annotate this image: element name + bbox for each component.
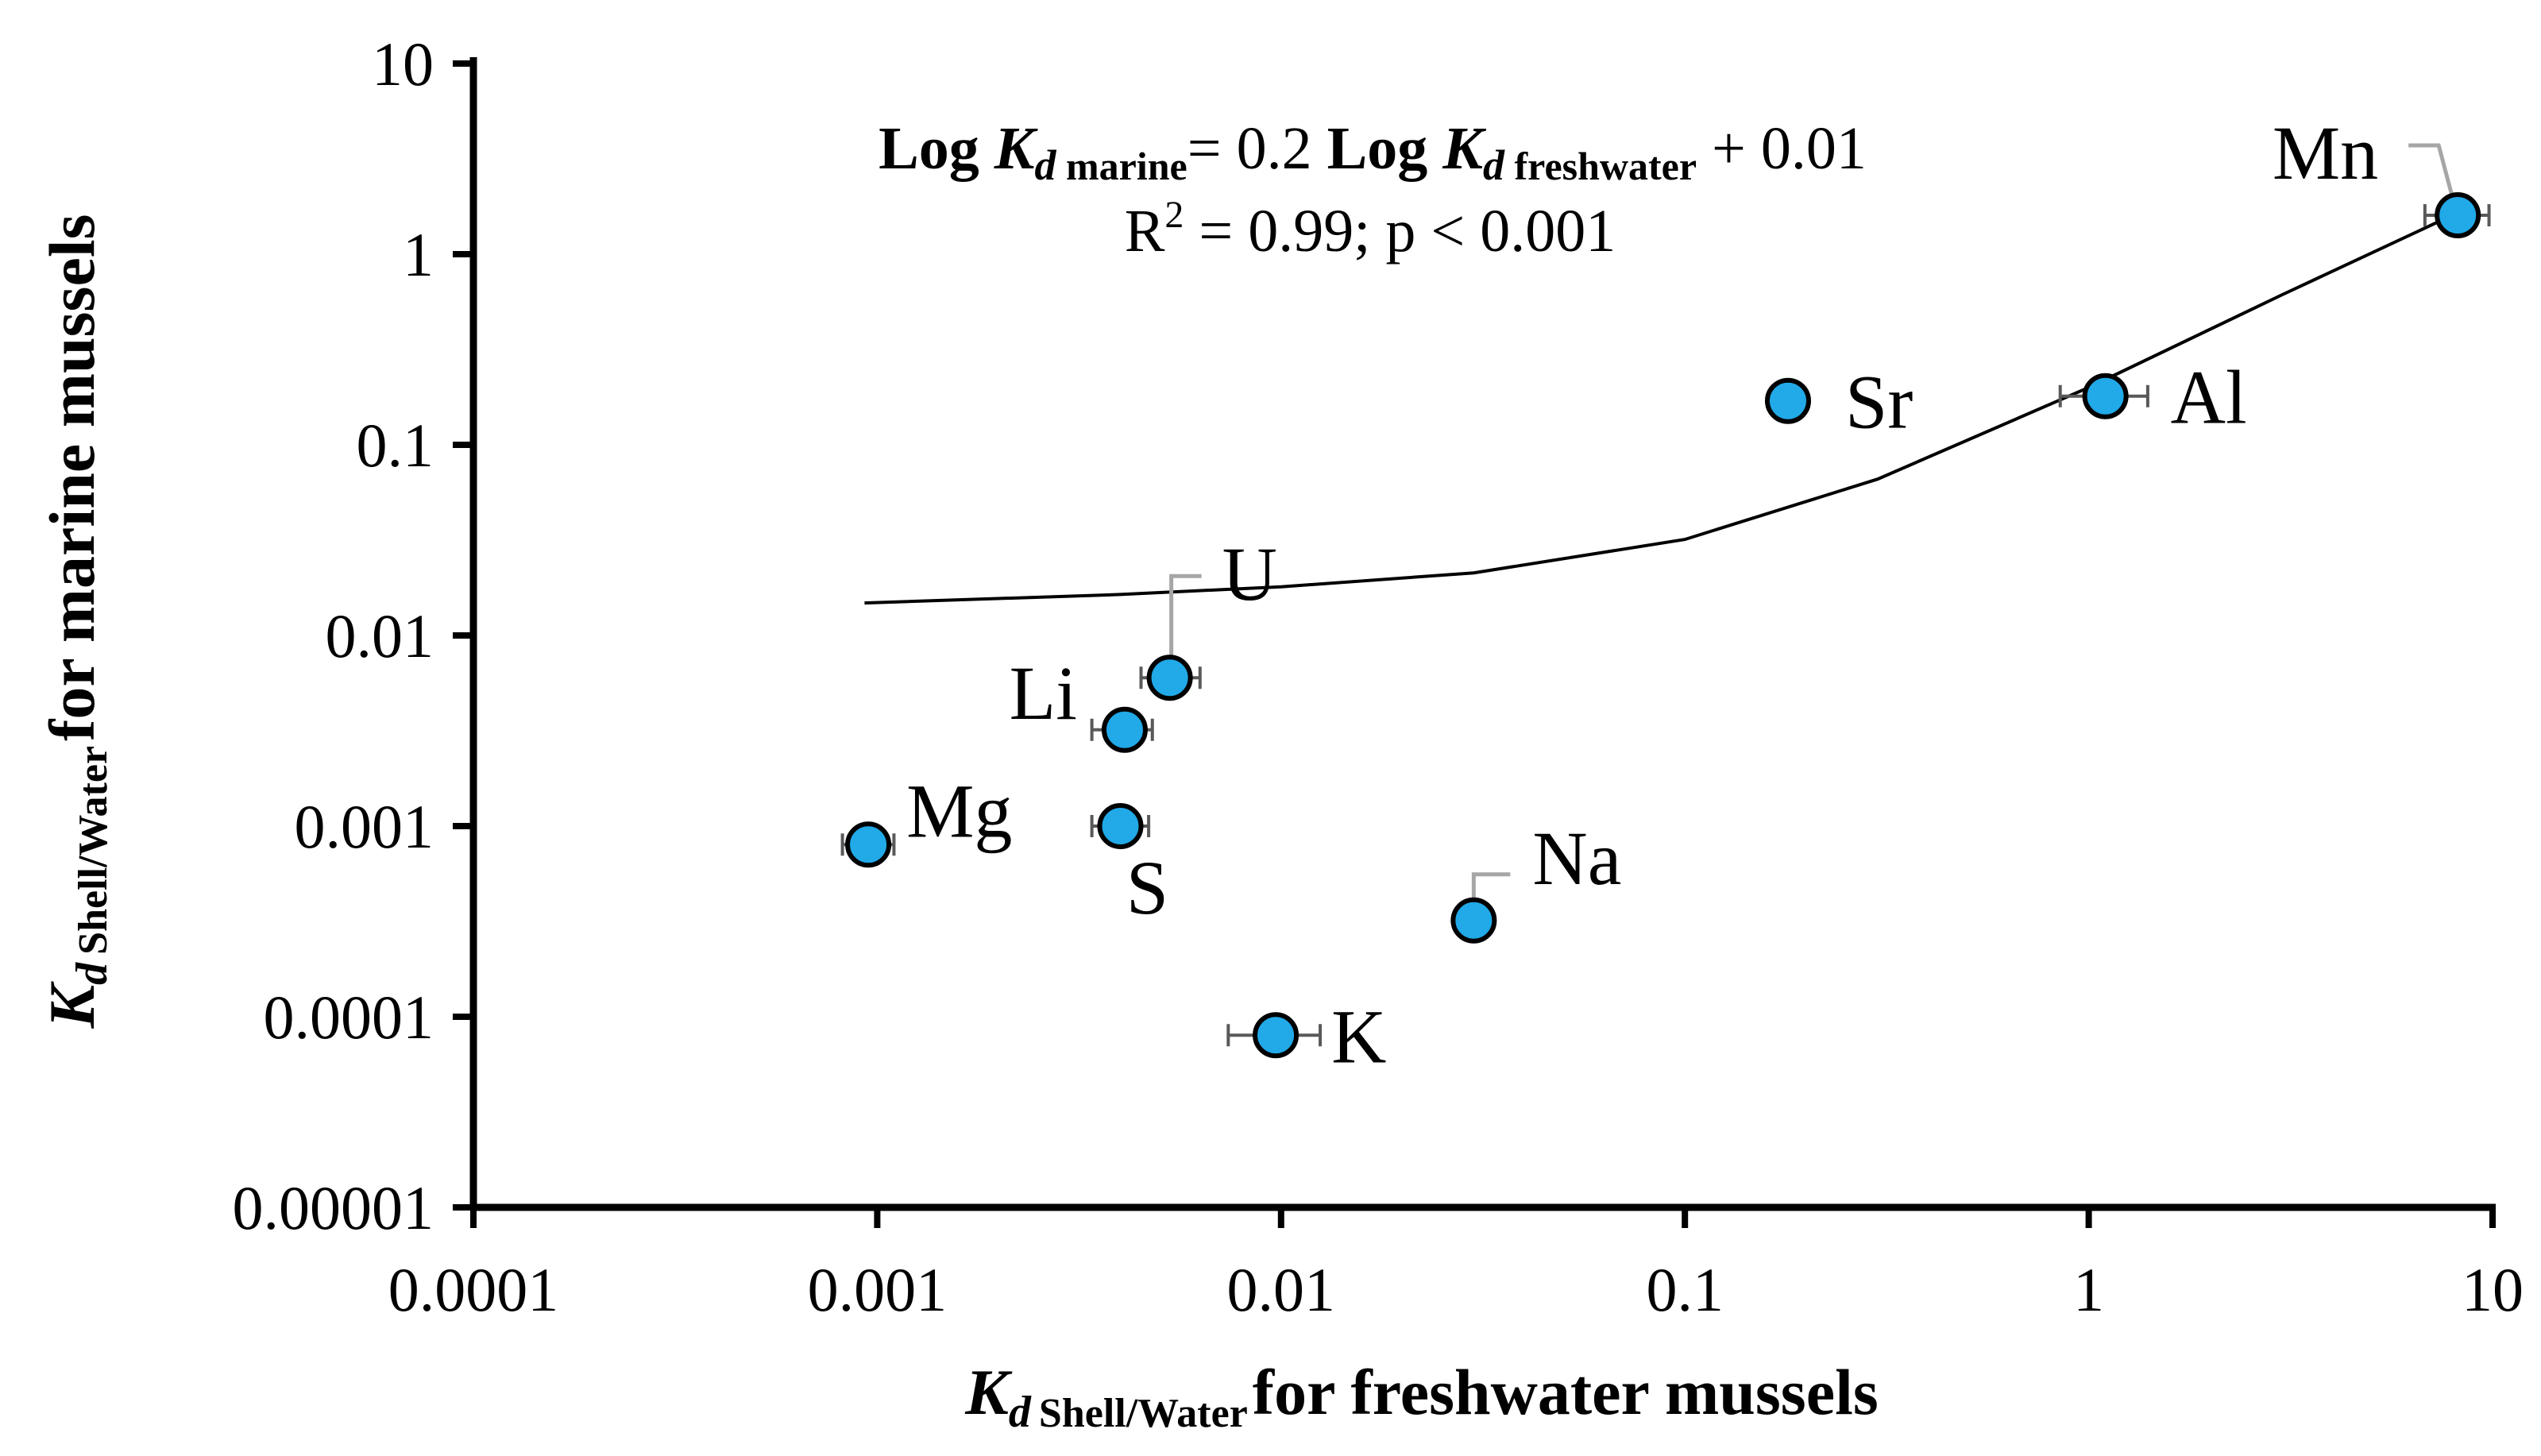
point-label-s: S <box>1126 845 1168 930</box>
plot-area: Mn Al Sr U Li Mg S Na K <box>453 57 2496 1228</box>
y-tick-label: 0.0001 <box>264 983 434 1052</box>
point-label-mn: Mn <box>2273 110 2378 195</box>
tick-labels: 0.0001 0.001 0.01 0.1 1 10 0.00001 0.0001 0.001 0… <box>233 29 2524 1324</box>
data-point-al <box>2082 373 2129 419</box>
regression-equation: Log Kd marine= 0.2 Log Kd freshwater + 0… <box>879 115 1867 189</box>
point-label-mg: Mg <box>906 768 1012 853</box>
y-tick-label: 0.001 <box>295 792 434 861</box>
y-tick-label: 0.00001 <box>233 1173 434 1242</box>
data-point-li <box>1101 706 1148 753</box>
leader-line-na <box>1471 872 1511 903</box>
data-point-k <box>1253 1012 1299 1059</box>
data-point-mn <box>2435 192 2481 239</box>
x-tick-label: 0.001 <box>808 1255 948 1324</box>
point-label-na: Na <box>1532 816 1621 901</box>
leader-line-u <box>1169 574 1202 661</box>
x-tick-label: 1 <box>2073 1255 2104 1324</box>
x-axis-title: Kd Shell/Waterfor freshwater mussels <box>964 1356 1879 1437</box>
x-tick-label: 0.01 <box>1227 1255 1336 1324</box>
point-label-k: K <box>1331 994 1386 1079</box>
leader-line-mn <box>2408 143 2455 200</box>
y-tick-label: 0.01 <box>326 601 434 670</box>
y-axis-title: KdShell/Waterfor marine mussels <box>36 214 117 1029</box>
y-tick-label: 1 <box>403 220 434 289</box>
y-tick-label: 0.1 <box>357 411 434 480</box>
y-tick-label: 10 <box>372 29 434 98</box>
x-tick-label: 10 <box>2462 1255 2524 1324</box>
x-tick-label: 0.0001 <box>388 1255 559 1324</box>
data-point-u <box>1146 655 1193 701</box>
point-label-sr: Sr <box>1845 360 1913 445</box>
point-label-al: Al <box>2171 355 2247 440</box>
data-point-sr <box>1764 377 1811 424</box>
data-point-s <box>1097 803 1144 849</box>
data-point-mg <box>845 821 892 868</box>
point-label-li: Li <box>1010 651 1077 736</box>
point-label-u: U <box>1222 531 1277 616</box>
trendline <box>864 210 2459 605</box>
data-point-na <box>1450 897 1497 944</box>
regression-stats: R2 = 0.99; p < 0.001 <box>1125 194 1616 265</box>
x-tick-label: 0.1 <box>1646 1255 1724 1324</box>
